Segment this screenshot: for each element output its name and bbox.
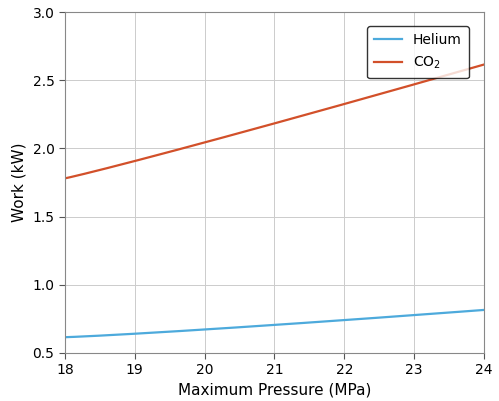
Helium [481, 308, 487, 312]
Helium [63, 335, 69, 340]
CO$_2$ [62, 176, 68, 181]
Y-axis label: Work (kW): Work (kW) [12, 143, 27, 222]
CO$_2$ [318, 108, 324, 113]
CO$_2$ [415, 81, 421, 86]
Helium [62, 335, 68, 340]
X-axis label: Maximum Pressure (MPa): Maximum Pressure (MPa) [178, 383, 371, 398]
CO$_2$ [311, 110, 317, 115]
Helium [310, 320, 316, 325]
Line: Helium: Helium [65, 310, 484, 337]
CO$_2$ [442, 73, 448, 78]
CO$_2$ [481, 62, 487, 67]
CO$_2$ [63, 176, 69, 180]
CO$_2$ [310, 110, 316, 115]
Helium [311, 320, 317, 324]
Helium [415, 312, 421, 317]
Line: CO$_2$: CO$_2$ [65, 65, 484, 178]
Legend: Helium, CO$_2$: Helium, CO$_2$ [367, 26, 469, 79]
Helium [318, 319, 324, 324]
Helium [442, 310, 448, 315]
